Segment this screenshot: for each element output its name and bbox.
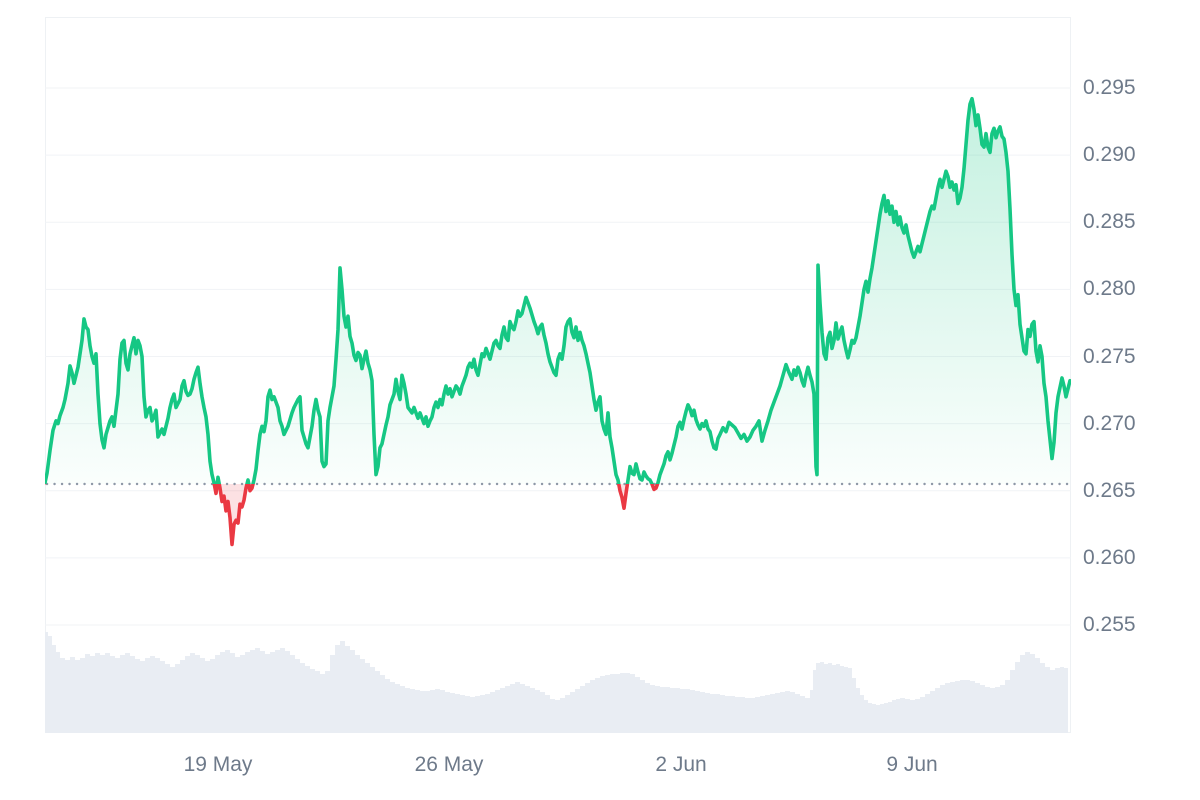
x-axis-label: 26 May <box>414 753 484 776</box>
x-axis-label: 19 May <box>183 753 253 776</box>
y-axis-label: 0.270 <box>1083 411 1136 435</box>
x-axis: 19 May 26 May 2 Jun 9 Jun <box>45 0 1071 800</box>
y-axis-label: 0.265 <box>1083 478 1136 502</box>
y-axis-label: 0.295 <box>1083 76 1136 99</box>
x-axis-label: 9 Jun <box>886 753 938 776</box>
y-axis: 0.295 0.290 0.285 0.280 0.275 0.270 0.265 0.260… <box>1083 0 1198 800</box>
y-axis-label: 0.260 <box>1083 545 1136 569</box>
y-axis-label: 0.275 <box>1083 344 1136 368</box>
price-line-up <box>45 96 1071 485</box>
chart-canvas[interactable] <box>45 17 1071 733</box>
price-line-down <box>45 484 660 547</box>
y-axis-label: 0.290 <box>1083 143 1136 167</box>
x-axis-label: 2 Jun <box>655 753 707 776</box>
y-axis-label: 0.280 <box>1083 277 1136 301</box>
volume-area <box>45 632 1068 733</box>
y-axis-label: 0.285 <box>1083 210 1136 234</box>
y-axis-label: 0.255 <box>1083 613 1136 636</box>
